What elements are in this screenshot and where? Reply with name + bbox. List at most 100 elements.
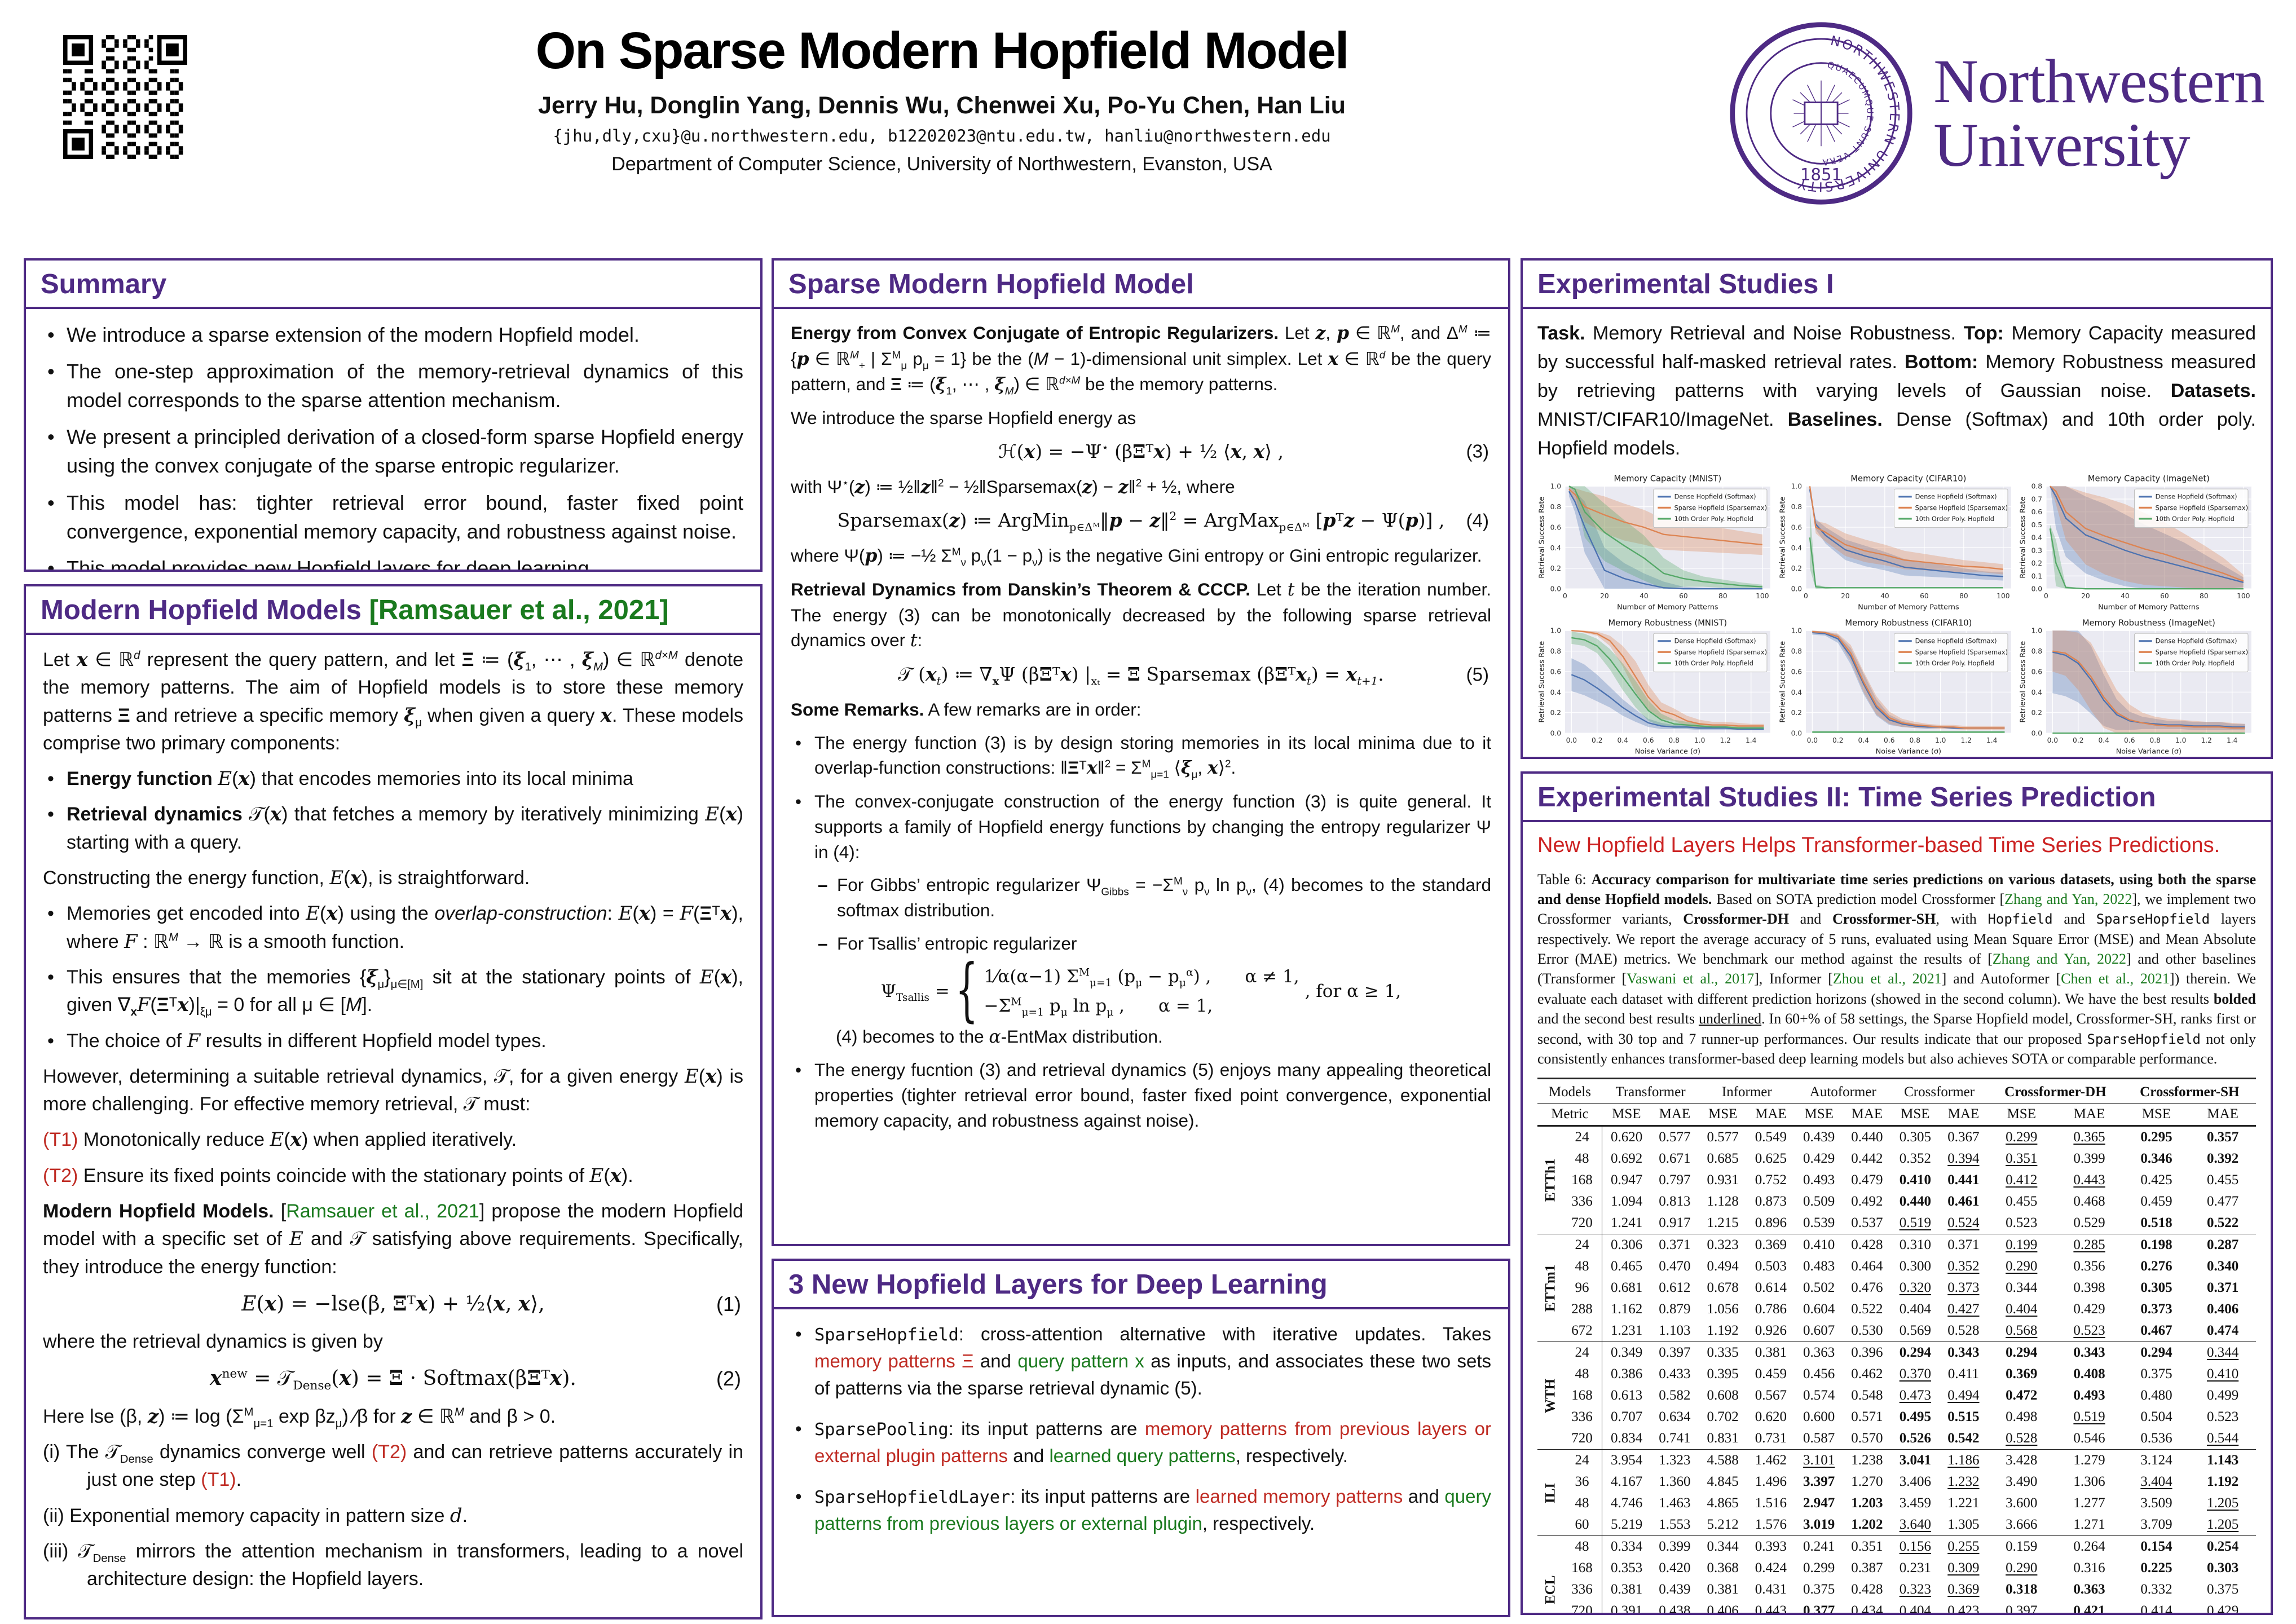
svg-text:1.0: 1.0 — [2031, 627, 2042, 635]
svg-text:0.0: 0.0 — [1791, 730, 1801, 738]
affiliation: Department of Computer Science, Universi… — [611, 153, 1272, 175]
tsallis-equation: ΨTsallis = { 1⁄α(α−1) ΣMμ=1 (pμ − pμα) ,… — [791, 951, 1491, 1030]
section-modern-hopfield: Modern Hopfield Models [Ramsauer et al.,… — [24, 584, 763, 1619]
svg-text:1.0: 1.0 — [2175, 736, 2186, 744]
svg-text:Dense Hopfield (Softmax): Dense Hopfield (Softmax) — [2156, 638, 2237, 645]
svg-text:0.8: 0.8 — [2150, 736, 2161, 744]
layer-sparsehopfield: SparseHopfield: cross-attention alternat… — [791, 1321, 1491, 1402]
column-left: Summary We introduce a sparse extension … — [24, 258, 763, 1624]
svg-text:40: 40 — [1640, 592, 1649, 600]
svg-text:0.2: 0.2 — [2073, 736, 2083, 744]
mhm-para5: where the retrieval dynamics is given by — [43, 1331, 383, 1353]
column-middle: Sparse Modern Hopfield Model Energy from… — [772, 258, 1510, 1624]
svg-text:0.8: 0.8 — [1909, 736, 1920, 744]
section-experiments-1-title: Experimental Studies I — [1523, 261, 2271, 309]
summary-bullet: We introduce a sparse extension of the m… — [43, 320, 743, 349]
smh-tsallis-intro: For Tsallis’ entropic regularizer — [813, 931, 1491, 956]
smh-remark-3: The energy fucntion (3) and retrieval dy… — [791, 1057, 1491, 1133]
svg-text:0.7: 0.7 — [2031, 495, 2042, 503]
mhm-bullet-energy: Energy function E(x) that encodes memori… — [43, 765, 743, 793]
svg-text:Retrieval Success Rate: Retrieval Success Rate — [1537, 641, 1546, 723]
seal-year: 1851 — [1800, 165, 1842, 184]
es1-task-text: Task. Memory Retrieval and Noise Robustn… — [1537, 323, 2256, 459]
smh-remark-1: The energy function (3) is by design sto… — [791, 730, 1491, 781]
university-seal: NORTHWESTERN UNIVERSITY QUAECUMQUE SUNT … — [1730, 22, 1912, 205]
svg-text:Sparse Hopfield (Sparsemax): Sparse Hopfield (Sparsemax) — [2156, 504, 2248, 511]
svg-text:Dense Hopfield (Softmax): Dense Hopfield (Softmax) — [1674, 638, 1756, 645]
svg-text:0.2: 0.2 — [2031, 709, 2042, 717]
mhm-para4: Modern Hopfield Models. [Ramsauer et al.… — [43, 1201, 743, 1278]
svg-text:0.2: 0.2 — [2031, 559, 2042, 567]
svg-text:1.2: 1.2 — [1960, 736, 1971, 744]
es2-highlight: New Hopfield Layers Helps Transformer-ba… — [1537, 833, 2220, 857]
svg-text:0.6: 0.6 — [1643, 736, 1654, 744]
svg-text:Memory Capacity (ImageNet): Memory Capacity (ImageNet) — [2088, 474, 2210, 483]
svg-text:0.4: 0.4 — [1791, 689, 1802, 696]
authors: Jerry Hu, Donglin Yang, Dennis Wu, Chenw… — [538, 92, 1346, 119]
svg-text:0: 0 — [1563, 592, 1567, 600]
svg-text:40: 40 — [1880, 592, 1889, 600]
svg-text:Dense Hopfield (Softmax): Dense Hopfield (Softmax) — [1674, 493, 1756, 501]
section-summary: Summary We introduce a sparse extension … — [24, 258, 763, 572]
table-group-label: ILI — [1537, 1449, 1565, 1536]
svg-text:80: 80 — [2200, 592, 2209, 600]
svg-text:0.6: 0.6 — [1791, 668, 1801, 676]
svg-text:1.4: 1.4 — [2227, 736, 2238, 744]
svg-text:40: 40 — [2121, 592, 2130, 600]
equation-5: 𝒯 (xt) ≔ ∇xΨ (βΞᵀx) |xₜ = Ξ Sparsemax (β… — [791, 661, 1491, 688]
svg-text:0.4: 0.4 — [1550, 689, 1562, 696]
svg-text:Sparse Hopfield (Sparsemax): Sparse Hopfield (Sparsemax) — [1915, 504, 2007, 511]
svg-text:Dense Hopfield (Softmax): Dense Hopfield (Softmax) — [1915, 493, 1997, 501]
svg-text:20: 20 — [1841, 592, 1850, 600]
summary-list: We introduce a sparse extension of the m… — [43, 320, 743, 570]
svg-text:0.6: 0.6 — [1550, 523, 1561, 531]
smh-gibbs: For Gibbs’ entropic regularizer ΨGibbs =… — [813, 872, 1491, 923]
experiment-charts: 0 20 40 60 80 100 0.0 0.2 0.4 0.6 0.8 1.0 Memory Cap… — [1537, 472, 2256, 757]
svg-text:Noise Variance (σ): Noise Variance (σ) — [1635, 747, 1700, 755]
svg-text:0.0: 0.0 — [1806, 736, 1817, 744]
section-layers: 3 New Hopfield Layers for Deep Learning … — [772, 1259, 1510, 1617]
svg-text:0.2: 0.2 — [1832, 736, 1843, 744]
svg-text:0: 0 — [2044, 592, 2048, 600]
svg-text:1.2: 1.2 — [2201, 736, 2212, 744]
mhm-bullet-retrieval: Retrieval dynamics 𝒯(x) that fetches a m… — [43, 801, 743, 857]
svg-text:1.2: 1.2 — [1720, 736, 1731, 744]
svg-text:0.6: 0.6 — [2031, 508, 2042, 516]
svg-text:0.2: 0.2 — [1791, 564, 1801, 572]
author-emails: {jhu,dly,cxu}@u.northwestern.edu, b12202… — [553, 126, 1331, 145]
section-experiments-2: Experimental Studies II: Time Series Pre… — [1521, 771, 2273, 1615]
svg-text:0.8: 0.8 — [1791, 503, 1801, 511]
equation-1: E(x) = −lse(β, Ξᵀx) + ½⟨x, x⟩, (1) — [43, 1289, 743, 1319]
svg-text:0.2: 0.2 — [1791, 709, 1801, 717]
svg-text:20: 20 — [2081, 592, 2090, 600]
svg-text:0.6: 0.6 — [1884, 736, 1894, 744]
svg-text:0.0: 0.0 — [1550, 585, 1561, 593]
brace: { — [955, 951, 979, 1030]
section-summary-title: Summary — [26, 261, 760, 309]
svg-text:Memory Robustness (ImageNet): Memory Robustness (ImageNet) — [2082, 618, 2215, 628]
svg-text:0.4: 0.4 — [1858, 736, 1869, 744]
svg-text:Dense Hopfield (Softmax): Dense Hopfield (Softmax) — [1915, 638, 1997, 645]
svg-text:1.0: 1.0 — [1694, 736, 1705, 744]
section-modern-hopfield-title: Modern Hopfield Models [Ramsauer et al.,… — [26, 586, 760, 635]
equation-4: Sparsemax(z) ≔ ArgMinp∈Δᴹ‖p − z‖2 = ArgM… — [791, 508, 1491, 534]
chart-memory-capacity-mnist: 0 20 40 60 80 100 0.0 0.2 0.4 0.6 0.8 1.0 Memory Cap… — [1537, 472, 1775, 613]
svg-text:20: 20 — [1600, 592, 1609, 600]
equation-2: xnew = 𝒯Dense(x) = Ξ · Softmax(βΞᵀx). (2) — [43, 1363, 743, 1393]
svg-text:Memory Robustness (MNIST): Memory Robustness (MNIST) — [1608, 618, 1727, 628]
svg-text:0.2: 0.2 — [1592, 736, 1602, 744]
svg-text:10th Order Poly. Hopfield: 10th Order Poly. Hopfield — [1674, 515, 1753, 523]
svg-text:Sparse Hopfield (Sparsemax): Sparse Hopfield (Sparsemax) — [1674, 504, 1767, 511]
smh-para3: with Ψ⋆(z) ≔ ½‖z‖2 − ½‖Sparsemax(z) − z‖… — [791, 476, 1235, 497]
mhm-item-iii: (iii) 𝒯Dense mirrors the attention mecha… — [43, 1540, 743, 1590]
chart-memory-capacity-cifar10: 0 20 40 60 80 100 0.0 0.2 0.4 0.6 0.8 1.0 Memory Cap… — [1778, 472, 2016, 613]
mhm-intro: Let x ∈ ℝd represent the query pattern, … — [43, 648, 744, 754]
svg-text:Retrieval Success Rate: Retrieval Success Rate — [2019, 497, 2027, 579]
svg-text:1.0: 1.0 — [1791, 627, 1801, 635]
svg-text:0.2: 0.2 — [1550, 709, 1561, 717]
svg-text:0: 0 — [1804, 592, 1808, 600]
summary-bullet: The one-step approximation of the memory… — [43, 357, 743, 414]
svg-text:0.0: 0.0 — [1791, 585, 1801, 593]
table-group-label: WTH — [1537, 1341, 1565, 1450]
